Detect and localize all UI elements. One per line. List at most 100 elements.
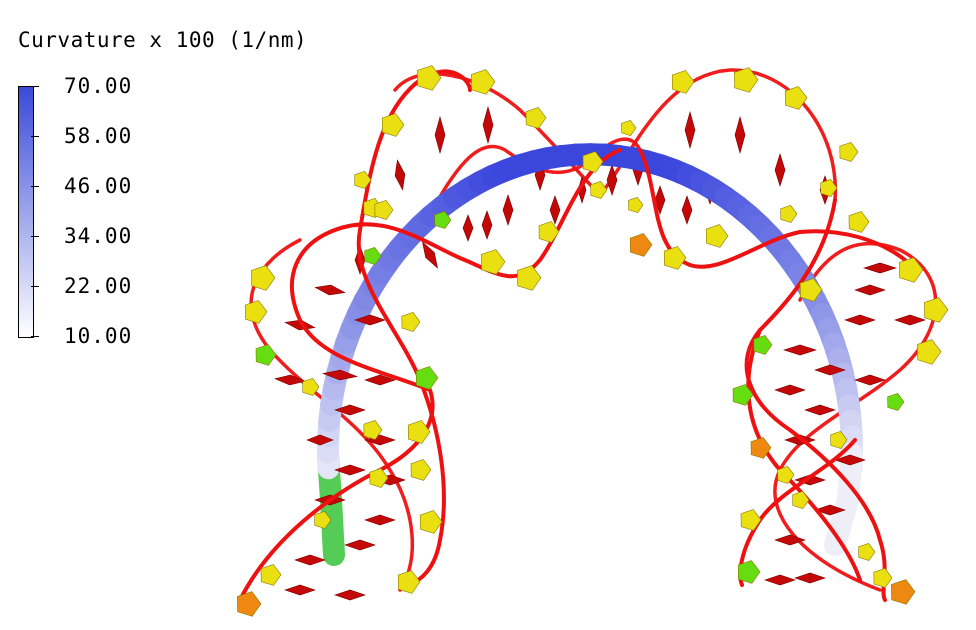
sugar-ring xyxy=(255,344,277,366)
base-pair xyxy=(422,241,438,269)
colorbar-tick-label: 58.00 xyxy=(64,124,133,148)
sugar-ring xyxy=(517,265,542,291)
curvature-colorbar xyxy=(18,86,34,338)
sugar-ring xyxy=(397,570,421,594)
sugar-ring xyxy=(369,468,389,488)
sugar-ring xyxy=(830,431,848,449)
base-pair xyxy=(334,589,366,601)
colorbar-tick-mark xyxy=(31,336,39,337)
sugar-ring xyxy=(750,437,772,459)
base-pair xyxy=(774,384,806,396)
sugar-ring xyxy=(873,568,893,588)
sugar-ring xyxy=(415,366,439,390)
colorbar-tick-label: 22.00 xyxy=(64,274,133,298)
backbone-strand xyxy=(773,242,938,592)
base-pair xyxy=(606,164,618,196)
base-pair xyxy=(854,374,886,386)
sugar-ring xyxy=(237,591,262,617)
sugar-ring xyxy=(363,420,383,440)
sugar-ring xyxy=(434,211,452,229)
base-pair xyxy=(502,194,514,226)
base-pair xyxy=(284,584,316,596)
colorbar-tick-label: 10.00 xyxy=(64,324,133,348)
sugar-ring xyxy=(374,200,394,220)
sugar-ring xyxy=(663,246,687,270)
base-pair xyxy=(284,319,316,331)
sugar-ring xyxy=(753,335,773,355)
sugar-ring xyxy=(820,179,838,197)
base-pair xyxy=(794,572,826,584)
sugar-ring xyxy=(471,69,496,95)
sugar-ring xyxy=(799,278,823,302)
sugar-ring xyxy=(417,65,442,91)
base-pair xyxy=(814,364,846,376)
sugar-ring xyxy=(582,151,604,173)
sugar-ring xyxy=(924,297,949,323)
base-pair xyxy=(314,284,346,296)
base-pair xyxy=(549,195,561,225)
sugar-ring xyxy=(525,107,547,129)
base-pair xyxy=(344,539,376,551)
base-pair xyxy=(294,554,326,566)
sugar-ring xyxy=(354,171,372,189)
base-pair xyxy=(354,314,386,326)
sugar-ring xyxy=(251,265,276,291)
base-pair xyxy=(334,404,366,416)
sugar-ring xyxy=(538,221,560,243)
sugar-ring xyxy=(407,420,431,444)
colorbar-tick-mark xyxy=(31,236,39,237)
base-pair xyxy=(322,369,358,381)
base-pair xyxy=(364,374,396,386)
base-pair xyxy=(862,262,898,274)
legend-title: Curvature x 100 (1/nm) xyxy=(18,28,308,52)
sugar-ring xyxy=(839,142,859,162)
base-pair xyxy=(854,284,886,296)
sugar-ring xyxy=(737,560,761,584)
base-pair xyxy=(394,159,406,191)
base-pair xyxy=(482,105,494,145)
base-pair xyxy=(364,514,396,526)
helix-axis xyxy=(317,143,863,566)
sugar-ring xyxy=(705,224,729,248)
backbone-strand xyxy=(328,148,622,279)
sugar-ring xyxy=(848,211,870,233)
front-layer xyxy=(237,65,949,617)
sugar-ring xyxy=(887,393,905,411)
backbone-strand xyxy=(358,69,472,232)
helix-axis-segment xyxy=(824,444,863,556)
base-pair xyxy=(481,210,493,240)
sugar-ring xyxy=(260,564,282,586)
base-pair xyxy=(306,434,334,446)
colorbar-tick-mark xyxy=(31,286,39,287)
sugar-ring xyxy=(899,257,924,283)
sugar-ring xyxy=(244,300,268,324)
base-pair xyxy=(334,464,366,476)
sugar-ring xyxy=(780,205,798,223)
sugar-ring xyxy=(314,511,332,529)
sugar-ring xyxy=(740,509,762,531)
base-pair xyxy=(834,454,866,466)
sugar-ring xyxy=(734,67,759,93)
base-pair xyxy=(681,195,693,225)
sugar-ring xyxy=(917,339,942,365)
backbone-strand xyxy=(744,198,887,602)
sugar-ring xyxy=(621,120,637,136)
sugar-ring xyxy=(732,384,754,406)
base-pair xyxy=(804,404,836,416)
base-pair xyxy=(274,374,306,386)
colorbar-tick-label: 46.00 xyxy=(64,174,133,198)
colorbar-tick-mark xyxy=(31,186,39,187)
sugar-ring xyxy=(777,466,795,484)
base-pair xyxy=(462,214,474,242)
sugar-ring xyxy=(590,181,608,199)
base-pair xyxy=(774,534,806,546)
sugar-ring xyxy=(381,113,405,137)
colorbar-tick-label: 34.00 xyxy=(64,224,133,248)
sugar-ring xyxy=(629,233,653,257)
sugar-ring xyxy=(858,543,876,561)
sugar-ring xyxy=(784,86,808,110)
sugar-ring xyxy=(671,70,695,94)
sugar-ring xyxy=(891,579,916,605)
sugar-ring xyxy=(364,247,382,265)
